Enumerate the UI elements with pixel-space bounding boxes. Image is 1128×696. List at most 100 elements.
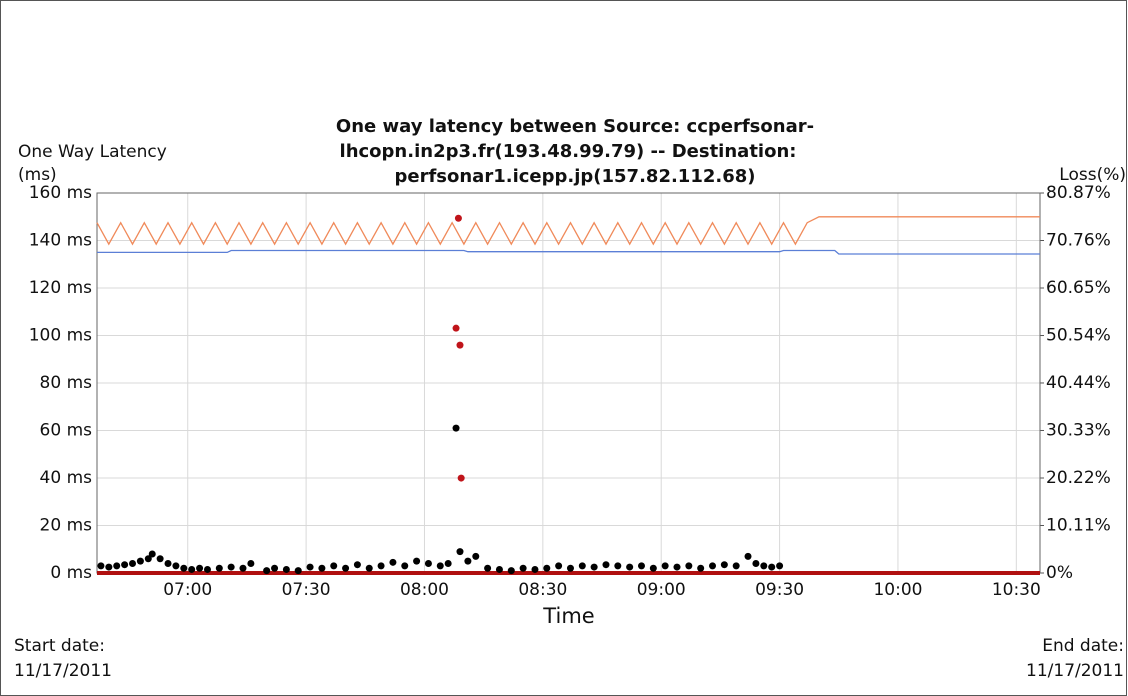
y2-tick-label: 80.87% (1046, 183, 1111, 203)
series-line (96, 216, 1040, 246)
data-point (247, 560, 255, 567)
data-point (444, 560, 452, 567)
data-point (196, 564, 204, 572)
x-tick-label: 08:30 (518, 580, 567, 600)
x-tick-label: 07:00 (163, 580, 212, 600)
y-tick-label: 100 ms (29, 326, 92, 346)
data-point (697, 564, 705, 572)
data-point (602, 561, 610, 569)
x-tick-label: 09:30 (755, 580, 804, 600)
data-point (661, 562, 669, 570)
end-date: 11/17/2011 (1026, 661, 1124, 681)
x-tick-label: 07:30 (282, 580, 331, 600)
data-point (129, 560, 137, 567)
data-point (148, 550, 156, 558)
x-tick-label: 09:00 (637, 580, 686, 600)
data-point (215, 564, 223, 572)
y-tick-label: 40 ms (40, 468, 93, 488)
data-point (543, 564, 551, 572)
data-point (637, 562, 645, 570)
data-point (413, 557, 421, 565)
y-tick-label: 0 ms (50, 563, 92, 583)
data-point (456, 341, 464, 349)
data-point (709, 562, 717, 570)
y2-tick-label: 0% (1046, 563, 1073, 583)
data-point (590, 563, 598, 571)
data-point (342, 564, 350, 572)
data-point (294, 567, 302, 575)
data-point (172, 562, 180, 570)
data-point (531, 565, 539, 573)
data-point (472, 552, 480, 560)
data-point (776, 562, 784, 570)
y2-tick-label: 40.44% (1046, 373, 1111, 393)
x-tick-label: 08:00 (400, 580, 449, 600)
data-point (484, 564, 492, 572)
y2-tick-label: 30.33% (1046, 420, 1111, 440)
data-point (353, 561, 361, 569)
start-date: 11/17/2011 (14, 661, 112, 681)
data-point (401, 562, 409, 570)
data-point (614, 562, 622, 570)
x-tick-label: 10:30 (992, 580, 1041, 600)
data-point (495, 565, 503, 573)
data-point (519, 564, 527, 572)
y-tick-label: 60 ms (40, 421, 93, 441)
data-point (203, 565, 211, 573)
data-point (507, 567, 515, 575)
data-point (282, 565, 290, 573)
data-point (452, 424, 460, 432)
y-tick-label: 120 ms (29, 278, 92, 298)
data-point (377, 562, 385, 570)
data-point (457, 474, 465, 482)
y2-tick-label: 60.65% (1046, 278, 1111, 298)
data-point (424, 560, 432, 567)
data-point (105, 563, 113, 571)
data-point (566, 564, 574, 572)
start-date-label: Start date: (14, 636, 105, 656)
data-point (318, 564, 326, 572)
data-point (732, 562, 740, 570)
data-point (136, 557, 144, 565)
y-axis-label: One Way Latency (18, 142, 167, 162)
data-point (685, 562, 693, 570)
y2-tick-label: 20.22% (1046, 468, 1111, 488)
series-line (97, 249, 1040, 255)
data-point (456, 548, 464, 556)
y-tick-label: 140 ms (29, 231, 92, 251)
data-point (271, 564, 279, 572)
data-point (673, 563, 681, 571)
data-point (768, 563, 776, 571)
data-point (752, 560, 760, 567)
data-point (121, 561, 129, 569)
y-tick-label: 80 ms (40, 373, 93, 393)
y-tick-label: 160 ms (29, 183, 92, 203)
y2-tick-label: 10.11% (1046, 515, 1111, 535)
data-point (649, 564, 657, 572)
data-point (760, 562, 768, 570)
data-point (626, 563, 634, 571)
data-point (744, 552, 752, 560)
x-axis-label: Time (542, 604, 594, 628)
data-point (436, 562, 444, 570)
y2-tick-label: 70.76% (1046, 231, 1111, 251)
data-point (555, 562, 563, 570)
data-point (720, 561, 728, 569)
y-axis-label: (ms) (18, 165, 57, 185)
data-point (454, 214, 462, 222)
data-point (263, 567, 271, 575)
chart-title: One way latency between Source: ccperfso… (336, 116, 814, 137)
x-tick-label: 10:00 (873, 580, 922, 600)
data-point (156, 555, 164, 563)
y-tick-label: 20 ms (40, 516, 93, 536)
y2-tick-label: 50.54% (1046, 326, 1111, 346)
data-point (227, 563, 235, 571)
data-point (239, 564, 247, 572)
chart-title: perfsonar1.icepp.jp(157.82.112.68) (394, 166, 755, 187)
data-point (97, 562, 105, 570)
data-point (389, 558, 397, 566)
chart-title: lhcopn.in2p3.fr(193.48.99.79) -- Destina… (340, 141, 797, 162)
data-point (452, 324, 460, 332)
data-point (464, 557, 472, 565)
